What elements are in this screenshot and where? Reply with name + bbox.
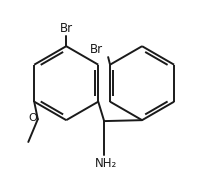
Text: O: O bbox=[28, 113, 37, 123]
Text: Br: Br bbox=[90, 43, 103, 56]
Text: Br: Br bbox=[60, 22, 73, 35]
Text: NH₂: NH₂ bbox=[95, 157, 117, 170]
